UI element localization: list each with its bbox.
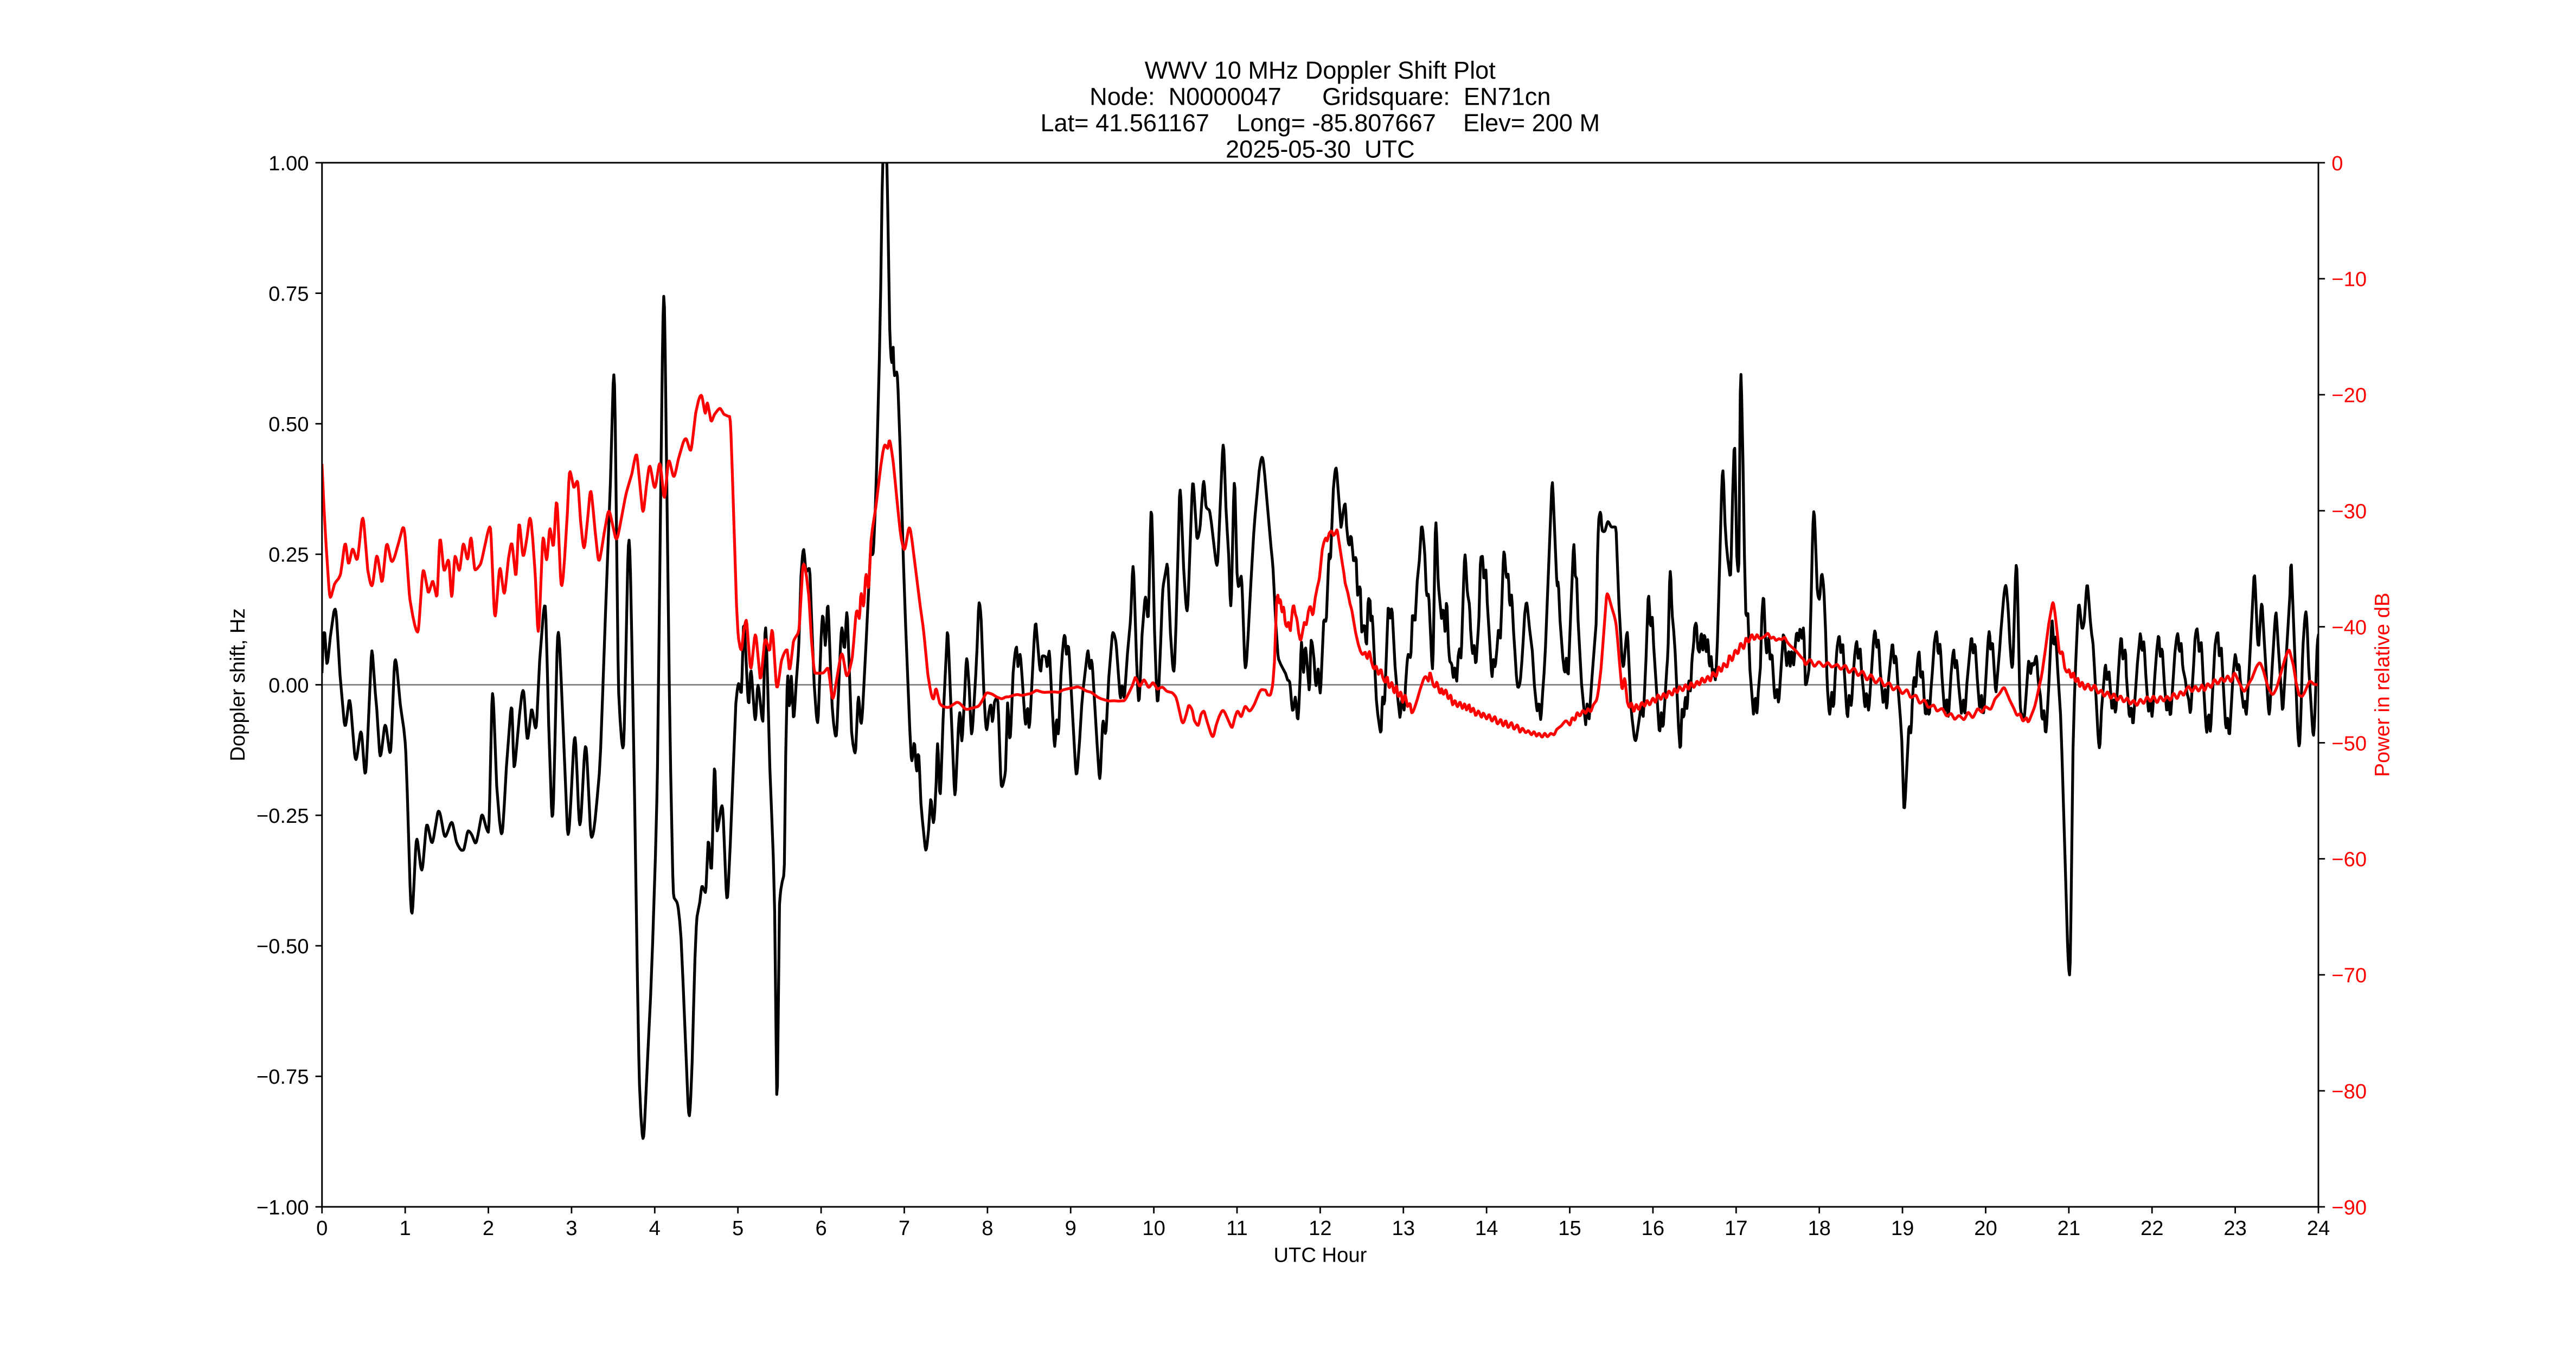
svg-text:17: 17 (1725, 1217, 1747, 1240)
svg-text:13: 13 (1392, 1217, 1415, 1240)
svg-text:12: 12 (1309, 1217, 1331, 1240)
svg-text:−60: −60 (2331, 848, 2367, 871)
svg-text:8: 8 (982, 1217, 993, 1240)
svg-text:1.00: 1.00 (268, 152, 309, 175)
svg-text:Node: N0000047 Gridsquar: Node: N0000047 Gridsquare: EN71cn (1090, 82, 1550, 110)
svg-text:Lat= 41.561167 Long= -85.80: Lat= 41.561167 Long= -85.807667 Elev= 20… (1040, 109, 1600, 137)
svg-text:−80: −80 (2331, 1080, 2367, 1103)
svg-text:16: 16 (1642, 1217, 1664, 1240)
svg-text:5: 5 (732, 1217, 744, 1240)
svg-text:Doppler shift, Hz: Doppler shift, Hz (226, 608, 249, 761)
svg-text:24: 24 (2307, 1217, 2330, 1240)
svg-text:−30: −30 (2331, 500, 2367, 523)
svg-text:9: 9 (1065, 1217, 1076, 1240)
svg-text:0.50: 0.50 (268, 413, 309, 436)
svg-text:0: 0 (2331, 152, 2343, 175)
svg-text:WWV 10 MHz Doppler Shift Plot: WWV 10 MHz Doppler Shift Plot (1145, 56, 1496, 84)
svg-text:3: 3 (566, 1217, 577, 1240)
svg-text:−10: −10 (2331, 268, 2367, 291)
svg-text:Power in relative dB: Power in relative dB (2371, 593, 2394, 777)
svg-text:0.00: 0.00 (268, 674, 309, 697)
svg-text:−0.75: −0.75 (257, 1065, 309, 1089)
svg-text:−0.50: −0.50 (257, 935, 309, 958)
svg-text:−1.00: −1.00 (257, 1196, 309, 1219)
svg-text:7: 7 (899, 1217, 910, 1240)
svg-text:0.25: 0.25 (268, 543, 309, 567)
svg-text:−70: −70 (2331, 964, 2367, 987)
svg-text:23: 23 (2223, 1217, 2246, 1240)
svg-text:21: 21 (2058, 1217, 2080, 1240)
svg-text:1: 1 (400, 1217, 411, 1240)
svg-text:0.75: 0.75 (268, 282, 309, 305)
svg-text:4: 4 (649, 1217, 661, 1240)
svg-text:10: 10 (1142, 1217, 1165, 1240)
svg-text:19: 19 (1891, 1217, 1914, 1240)
svg-text:−50: −50 (2331, 732, 2367, 755)
svg-text:−40: −40 (2331, 616, 2367, 639)
svg-text:2: 2 (483, 1217, 494, 1240)
svg-text:UTC Hour: UTC Hour (1273, 1243, 1367, 1267)
svg-text:15: 15 (1558, 1217, 1581, 1240)
svg-text:22: 22 (2141, 1217, 2163, 1240)
svg-text:−0.25: −0.25 (257, 804, 309, 828)
svg-text:−90: −90 (2331, 1196, 2367, 1219)
svg-text:18: 18 (1808, 1217, 1830, 1240)
svg-text:20: 20 (1974, 1217, 1997, 1240)
svg-text:11: 11 (1226, 1217, 1248, 1240)
svg-text:−20: −20 (2331, 384, 2367, 407)
svg-text:14: 14 (1475, 1217, 1498, 1240)
svg-text:2025-05-30 UTC: 2025-05-30 UTC (1226, 136, 1415, 163)
svg-text:6: 6 (815, 1217, 826, 1240)
svg-text:0: 0 (316, 1217, 328, 1240)
